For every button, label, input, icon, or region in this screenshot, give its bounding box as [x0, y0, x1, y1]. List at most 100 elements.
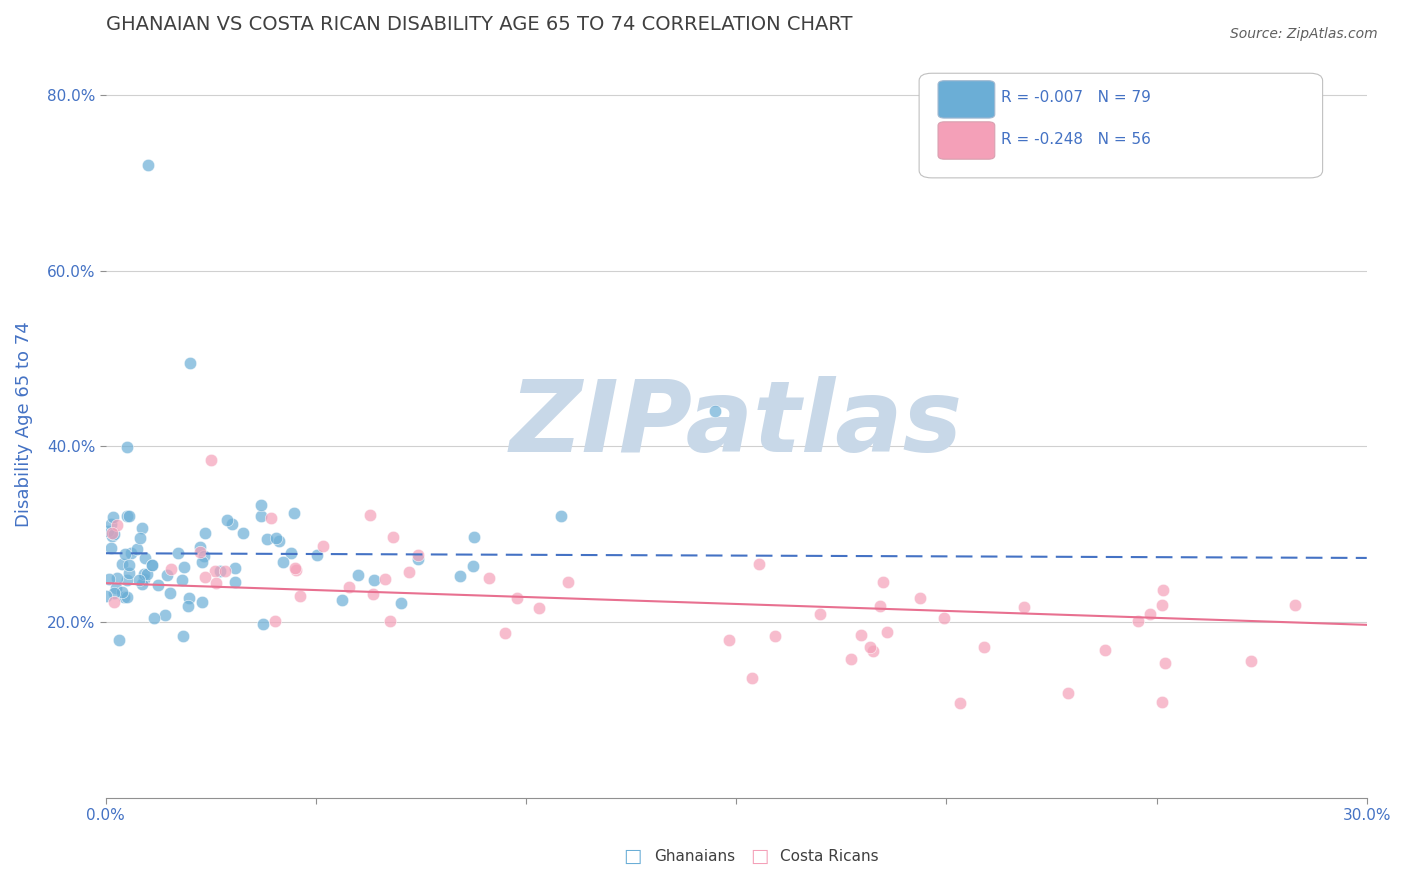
Point — [141, 558, 163, 572]
Point — [159, 586, 181, 600]
Point — [115, 440, 138, 454]
Point — [100, 541, 122, 556]
Point — [177, 599, 200, 613]
FancyBboxPatch shape — [938, 80, 995, 118]
Point — [160, 562, 183, 576]
Point — [872, 575, 894, 590]
Point — [1012, 600, 1035, 615]
Point — [862, 644, 884, 658]
Point — [288, 589, 311, 603]
Point — [215, 513, 238, 527]
Point — [103, 595, 125, 609]
Point — [105, 571, 128, 585]
Point — [142, 610, 165, 624]
Point — [1094, 643, 1116, 657]
Point — [117, 508, 139, 523]
Point — [1154, 657, 1177, 671]
Point — [103, 527, 125, 541]
Point — [949, 696, 972, 710]
Point — [1152, 583, 1174, 598]
Point — [250, 508, 273, 523]
Point — [273, 555, 295, 569]
Point — [527, 601, 550, 615]
Point — [166, 546, 188, 560]
Point — [132, 572, 155, 586]
Point — [312, 539, 335, 553]
Point — [347, 568, 370, 582]
Point — [193, 549, 215, 563]
Text: Costa Ricans: Costa Ricans — [780, 849, 879, 863]
Point — [97, 524, 120, 538]
Point — [461, 558, 484, 573]
Point — [120, 546, 142, 560]
Point — [1139, 607, 1161, 621]
Point — [264, 531, 287, 545]
Point — [337, 580, 360, 594]
Point — [381, 530, 404, 544]
Point — [449, 569, 471, 583]
Point — [115, 573, 138, 587]
Point — [406, 548, 429, 562]
Point — [550, 509, 572, 524]
Point — [112, 590, 135, 604]
Point — [132, 567, 155, 582]
Point — [136, 567, 159, 582]
Point — [118, 566, 141, 580]
Point — [214, 564, 236, 578]
Point — [141, 558, 163, 573]
FancyBboxPatch shape — [938, 122, 995, 159]
Point — [1150, 695, 1173, 709]
Point — [876, 624, 898, 639]
Point — [1284, 598, 1306, 612]
Point — [250, 498, 273, 512]
Point — [280, 546, 302, 560]
Point — [188, 545, 211, 559]
Y-axis label: Disability Age 65 to 74: Disability Age 65 to 74 — [15, 322, 32, 527]
Point — [204, 564, 226, 578]
Point — [232, 525, 254, 540]
Point — [859, 640, 882, 654]
Point — [170, 573, 193, 587]
Point — [374, 572, 396, 586]
Point — [478, 571, 501, 585]
Point — [146, 578, 169, 592]
Point — [100, 517, 122, 532]
Point — [260, 511, 283, 525]
Point — [363, 574, 385, 588]
Point — [283, 506, 305, 520]
Point — [748, 557, 770, 571]
Point — [104, 582, 127, 596]
Point — [103, 586, 125, 600]
Point — [118, 509, 141, 524]
Point — [129, 531, 152, 545]
Point — [741, 671, 763, 685]
Point — [494, 626, 516, 640]
Point — [307, 548, 329, 562]
Point — [224, 561, 246, 575]
Text: R = -0.248   N = 56: R = -0.248 N = 56 — [1001, 131, 1152, 146]
Point — [932, 611, 955, 625]
Point — [718, 632, 741, 647]
Point — [869, 599, 891, 613]
Point — [155, 607, 177, 622]
Point — [131, 577, 153, 591]
Text: R = -0.007   N = 79: R = -0.007 N = 79 — [1001, 90, 1152, 104]
Text: □: □ — [623, 847, 643, 866]
Point — [101, 529, 124, 543]
Text: Source: ZipAtlas.com: Source: ZipAtlas.com — [1230, 27, 1378, 41]
Point — [284, 561, 307, 575]
Point — [105, 518, 128, 533]
Point — [406, 552, 429, 566]
Text: □: □ — [749, 847, 769, 866]
Point — [1056, 686, 1078, 700]
Point — [118, 558, 141, 572]
Point — [98, 572, 121, 586]
Point — [851, 628, 873, 642]
Point — [463, 530, 485, 544]
Point — [134, 550, 156, 565]
Point — [557, 575, 579, 590]
Point — [285, 563, 308, 577]
FancyBboxPatch shape — [920, 73, 1323, 178]
Point — [256, 532, 278, 546]
Point — [263, 614, 285, 628]
